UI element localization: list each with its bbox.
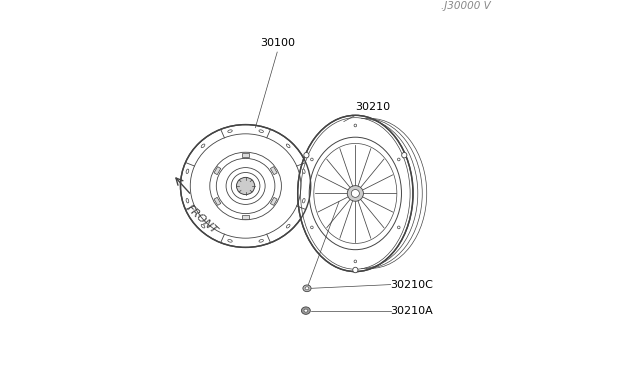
Ellipse shape [237,177,255,195]
Text: .J30000 V: .J30000 V [442,1,491,11]
Ellipse shape [310,226,313,229]
Ellipse shape [397,158,400,161]
Ellipse shape [310,158,313,161]
Text: 30100: 30100 [260,38,295,48]
Text: 30210C: 30210C [390,280,433,289]
Ellipse shape [228,130,232,132]
Bar [242,154,249,157]
Ellipse shape [286,224,290,228]
Ellipse shape [402,153,407,158]
Ellipse shape [303,169,305,173]
Ellipse shape [348,186,364,201]
Ellipse shape [201,224,205,228]
Ellipse shape [180,125,310,247]
Ellipse shape [303,199,305,203]
Ellipse shape [397,226,400,229]
Text: FRONT: FRONT [184,203,219,235]
Ellipse shape [259,240,264,242]
Ellipse shape [354,124,356,127]
Ellipse shape [186,169,189,173]
Ellipse shape [286,144,290,148]
Ellipse shape [304,153,309,158]
Bar [271,197,277,205]
Bar [214,197,221,205]
Ellipse shape [351,189,360,197]
Bar [242,215,249,218]
Ellipse shape [201,144,205,148]
Ellipse shape [305,287,309,290]
Bar [271,167,277,175]
Ellipse shape [186,199,189,203]
Ellipse shape [259,130,264,132]
Ellipse shape [303,285,311,292]
Ellipse shape [301,307,310,314]
Ellipse shape [228,240,232,242]
Ellipse shape [298,115,413,272]
Text: 30210A: 30210A [390,306,433,315]
Ellipse shape [354,260,356,263]
Bar [214,167,221,175]
Ellipse shape [353,267,358,273]
Ellipse shape [304,309,308,312]
Text: 30210: 30210 [355,102,390,112]
